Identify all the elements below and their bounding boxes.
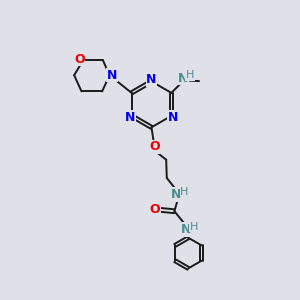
Text: H: H bbox=[180, 187, 189, 196]
Text: O: O bbox=[150, 203, 160, 216]
Text: H: H bbox=[186, 70, 194, 80]
Text: N: N bbox=[107, 69, 117, 82]
Text: O: O bbox=[74, 52, 85, 65]
Text: N: N bbox=[180, 223, 191, 236]
Text: O: O bbox=[149, 140, 160, 153]
Text: N: N bbox=[125, 111, 135, 124]
Text: H: H bbox=[190, 222, 198, 232]
Text: N: N bbox=[168, 111, 178, 124]
Text: N: N bbox=[178, 72, 188, 85]
Text: N: N bbox=[146, 74, 157, 86]
Text: N: N bbox=[171, 188, 181, 201]
